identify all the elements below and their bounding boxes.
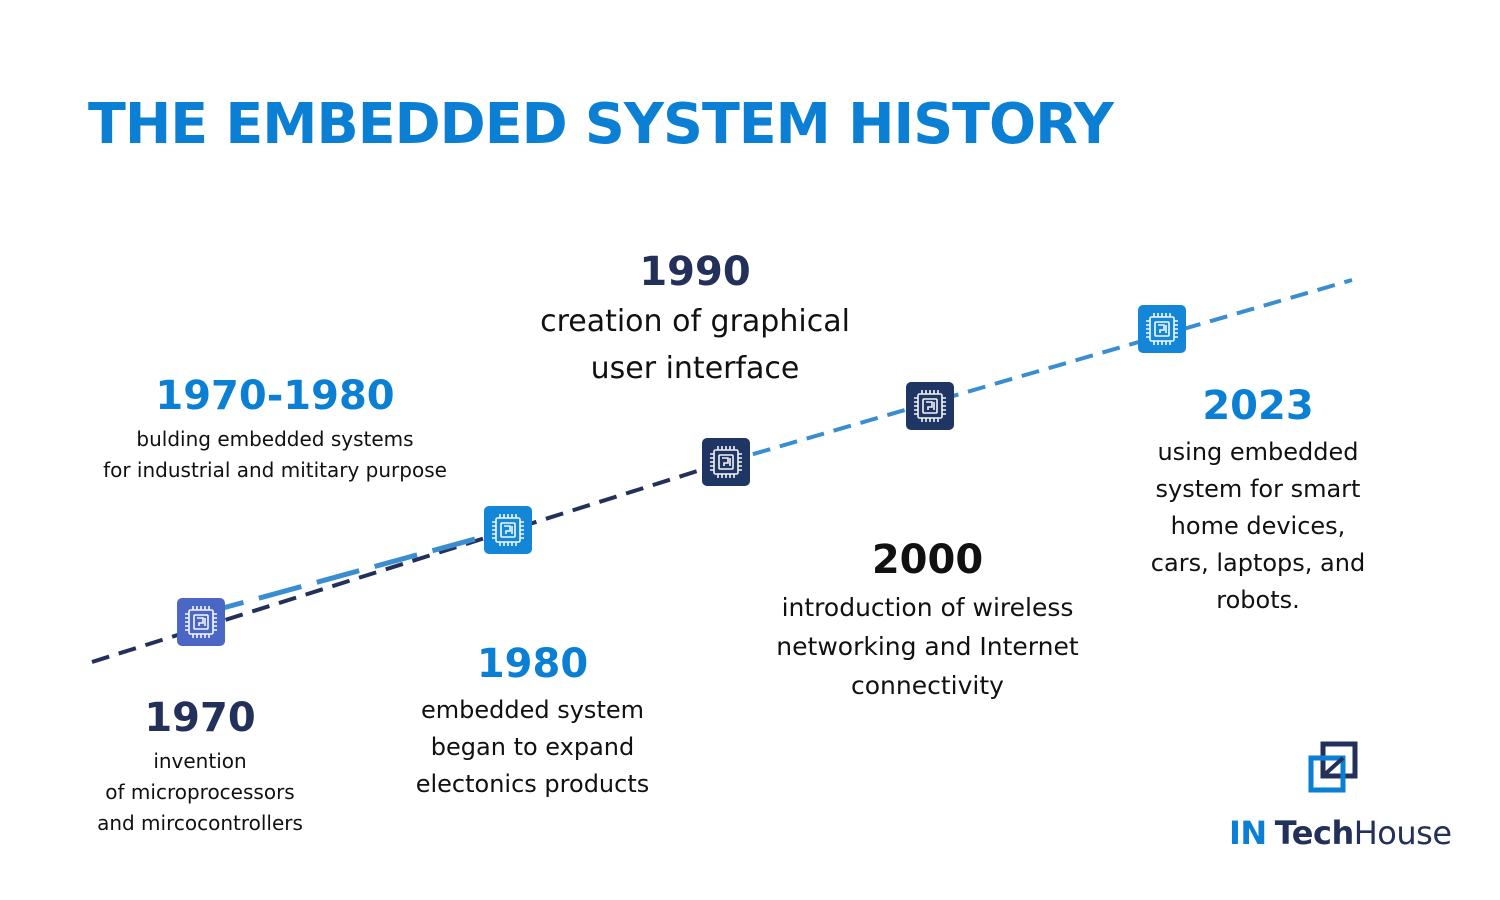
chip-icon xyxy=(1138,305,1186,353)
brand-word-tech: Tech xyxy=(1274,814,1355,852)
timeline-event-1990: 1990 creation of graphical user interfac… xyxy=(500,250,890,392)
event-description: creation of graphical user interface xyxy=(540,304,850,386)
brand-logo: IN TechHouse xyxy=(1225,740,1455,860)
event-year: 1980 xyxy=(476,641,589,687)
event-description: introduction of wireless networking and … xyxy=(776,593,1079,700)
timeline-segment-blue-late xyxy=(725,278,1353,464)
event-year: 1970-1980 xyxy=(155,373,395,419)
brand-word-house: House xyxy=(1353,814,1452,852)
chip-icon xyxy=(906,382,954,430)
event-year: 2000 xyxy=(871,537,984,583)
page-title: THE EMBEDDED SYSTEM HISTORY xyxy=(88,92,1114,157)
timeline-event-2023: 2023 using embedded system for smart hom… xyxy=(1118,384,1398,619)
event-year: 2023 xyxy=(1202,383,1314,429)
timeline-event-1970-1980: 1970-1980 bulding embedded systems for i… xyxy=(70,374,480,486)
event-description: using embedded system for smart home dev… xyxy=(1150,438,1366,614)
event-description: embedded system began to expand electoni… xyxy=(415,696,650,798)
event-year: 1990 xyxy=(639,249,751,295)
event-description: bulding embedded systems for industrial … xyxy=(103,427,447,482)
event-description: invention of microprocessors and mircoco… xyxy=(97,749,303,835)
timeline-segment-blue-early xyxy=(200,527,509,617)
brand-wordmark: IN TechHouse xyxy=(1229,814,1452,852)
chip-icon xyxy=(484,506,532,554)
timeline-event-1980: 1980 embedded system began to expand ele… xyxy=(385,642,680,803)
timeline-event-1970: 1970 invention of microprocessors and mi… xyxy=(70,696,330,839)
in-tech-house-logo-icon xyxy=(1308,741,1358,793)
chip-icon xyxy=(177,598,225,646)
event-year: 1970 xyxy=(144,695,256,741)
chip-icon xyxy=(702,438,750,486)
timeline-event-2000: 2000 introduction of wireless networking… xyxy=(740,538,1115,705)
brand-word-in: IN xyxy=(1229,814,1267,852)
